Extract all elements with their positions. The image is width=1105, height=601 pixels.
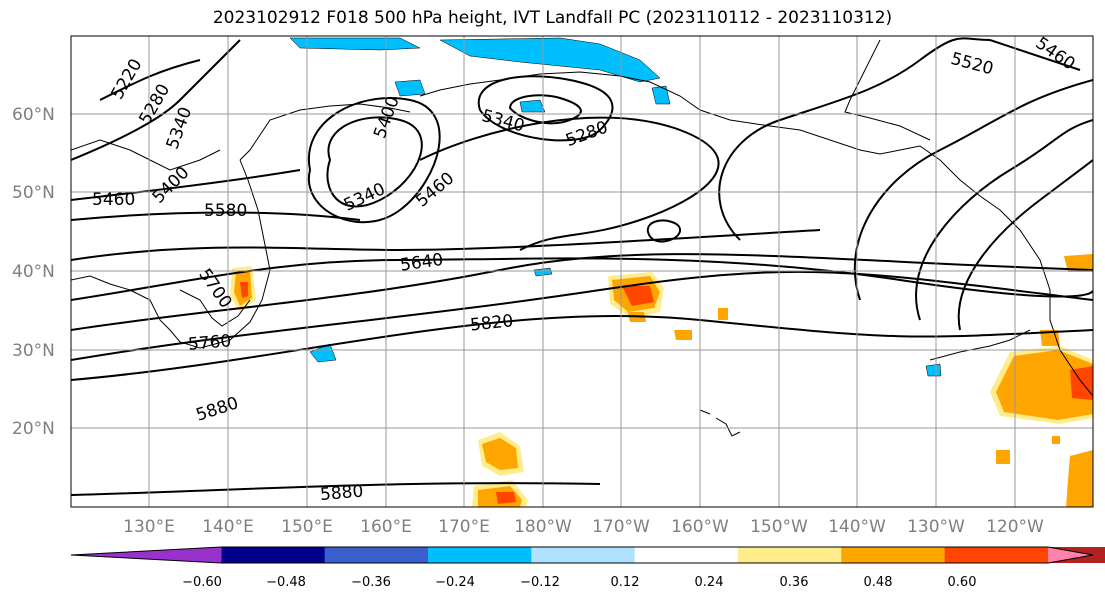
contour-label: 5640 <box>399 250 445 276</box>
contour-label: 5340 <box>480 106 527 137</box>
lon-label: 180°W <box>514 517 572 537</box>
colorbar-tick: −0.60 <box>182 575 222 590</box>
lon-label: 160°E <box>360 517 412 537</box>
colorbar-segment <box>738 547 842 563</box>
contour-label: 5220 <box>108 56 147 103</box>
colorbar-segment <box>634 547 739 563</box>
map-title: 2023102912 F018 500 hPa height, IVT Land… <box>212 8 893 28</box>
contour-label: 5520 <box>949 49 996 80</box>
contour-label: 5880 <box>319 481 364 505</box>
colorbar-tick: 0.60 <box>948 575 977 590</box>
map-frame <box>70 35 1094 508</box>
lon-label: 150°W <box>750 517 808 537</box>
coastlines <box>71 39 1093 437</box>
contour-label: 5340 <box>341 179 389 215</box>
lon-label: 120°W <box>986 517 1044 537</box>
colorbar: −0.60 −0.48 −0.36 −0.24 −0.12 0.12 0.24 … <box>70 546 1105 590</box>
colorbar-tick: −0.48 <box>266 575 306 590</box>
contour-label: 5580 <box>204 201 247 221</box>
colorbar-extension-high <box>1048 547 1093 563</box>
lon-label: 160°W <box>671 517 729 537</box>
contour-label: 5880 <box>194 393 241 425</box>
colorbar-segment <box>324 547 429 563</box>
colorbar-segment <box>944 547 1049 563</box>
lat-label: 40°N <box>12 262 55 282</box>
contour-label: 5280 <box>563 118 610 152</box>
colorbar-tick: 0.36 <box>780 575 809 590</box>
colorbar-segment <box>841 547 946 563</box>
colorbar-segment <box>221 547 326 563</box>
lon-label: 170°E <box>438 517 490 537</box>
colorbar-tick: −0.36 <box>351 575 391 590</box>
contour-label: 5460 <box>412 168 458 211</box>
colorbar-tick: 0.12 <box>611 575 640 590</box>
lon-label: 130°W <box>907 517 965 537</box>
contour-label: 5460 <box>92 190 135 210</box>
colorbar-segment <box>531 547 636 563</box>
colorbar-segments <box>70 546 1105 564</box>
colorbar-extension-low <box>71 547 222 563</box>
ivt-shading <box>230 37 1093 507</box>
longitude-labels: 130°E 140°E 150°E 160°E 170°E 180°W 170°… <box>123 517 1044 537</box>
lat-label: 30°N <box>12 341 55 361</box>
lon-label: 140°W <box>828 517 886 537</box>
colorbar-ticks: −0.60 −0.48 −0.36 −0.24 −0.12 0.12 0.24 … <box>182 575 976 590</box>
colorbar-outline <box>70 546 1094 564</box>
contour-label: 5280 <box>135 81 174 128</box>
colorbar-tick: −0.12 <box>520 575 560 590</box>
map-area: 5220 5280 5340 5400 5460 5580 5640 5700 … <box>71 33 1093 507</box>
colorbar-tick: 0.24 <box>695 575 724 590</box>
latitude-labels: 60°N 50°N 40°N 30°N 20°N <box>12 105 55 439</box>
contour-label: 5820 <box>469 311 514 335</box>
lat-label: 60°N <box>12 105 55 125</box>
colorbar-segment <box>428 547 532 563</box>
contour-label: 5700 <box>194 265 235 312</box>
lon-label: 170°W <box>592 517 650 537</box>
height-contours <box>71 37 1093 496</box>
graticule <box>71 36 1093 507</box>
colorbar-tick: −0.24 <box>435 575 475 590</box>
contour-label: 5460 <box>1032 33 1079 74</box>
contour-label: 5760 <box>187 331 232 355</box>
lat-label: 20°N <box>12 419 55 439</box>
lat-label: 50°N <box>12 183 55 203</box>
lon-label: 140°E <box>202 517 254 537</box>
lon-label: 130°E <box>123 517 175 537</box>
lon-label: 150°E <box>281 517 333 537</box>
colorbar-tick: 0.48 <box>864 575 893 590</box>
